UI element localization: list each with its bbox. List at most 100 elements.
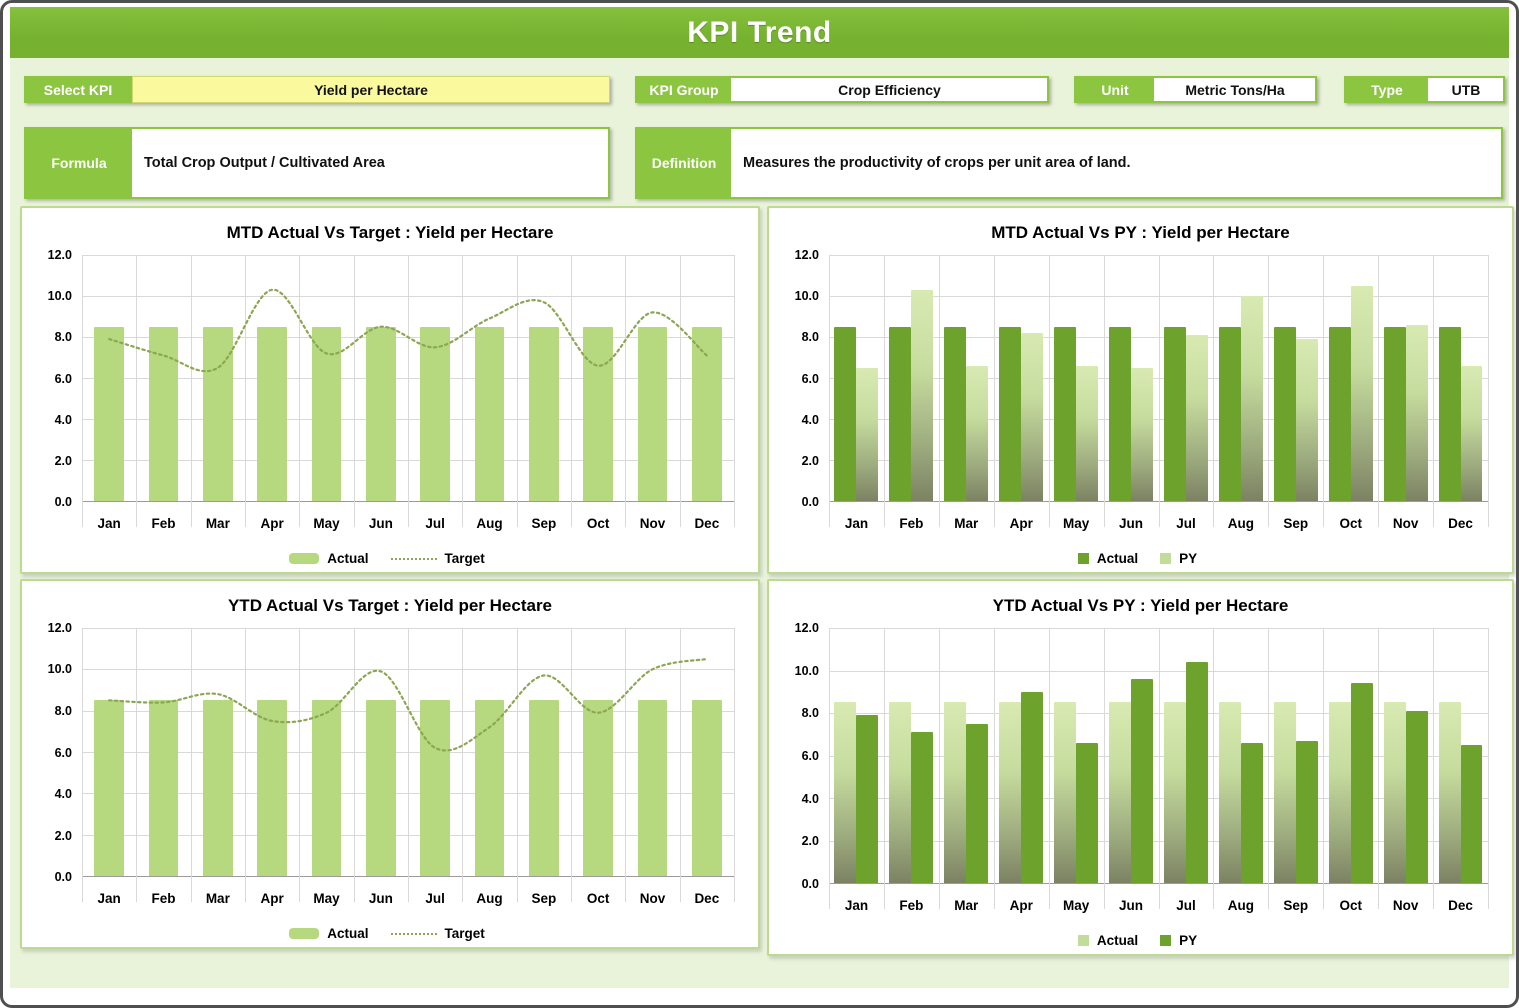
v-gridline	[82, 255, 83, 501]
x-axis-label-nov: Nov	[639, 891, 666, 906]
x-tick	[136, 501, 138, 527]
y-tick-label: 0.0	[54, 870, 72, 884]
x-tick	[1323, 883, 1325, 909]
y-tick-label: 8.0	[801, 706, 819, 721]
v-gridline	[408, 255, 409, 501]
legend-swatch-bar-light	[289, 928, 320, 939]
legend-item-actual: Actual	[289, 926, 369, 941]
x-axis-label-jan: Jan	[97, 891, 121, 906]
y-axis: 0.0 2.0 4.0 6.0 8.0 10.0 12.0	[24, 248, 74, 509]
x-axis-label-mar: Mar	[954, 898, 979, 913]
x-tick	[353, 876, 355, 902]
x-tick	[938, 501, 940, 527]
x-axis-label-feb: Feb	[899, 898, 924, 913]
panel-ytd-actual-vs-target: YTD Actual Vs Target : Yield per Hectare…	[20, 579, 760, 949]
bar-py-may	[1076, 742, 1099, 883]
bar-actual-mar	[202, 700, 233, 876]
x-axis-label-may: May	[1062, 516, 1090, 531]
bar-py-jul	[1185, 662, 1208, 883]
v-gridline	[571, 255, 572, 501]
x-tick	[245, 876, 246, 902]
x-tick	[408, 501, 409, 527]
x-axis-label-jul: Jul	[425, 891, 445, 906]
x-axis-label-jun: Jun	[1119, 898, 1144, 913]
chart-ytd-actual-vs-target: 0.0 2.0 4.0 6.0 8.0 10.0 12.0 Jan Feb Mar Apr May Ju…	[24, 620, 750, 943]
legend-item-py: PY	[1160, 551, 1197, 566]
bar-actual-dec	[1438, 326, 1461, 501]
legend-swatch-line-dotted	[390, 557, 437, 560]
bar-actual-nov	[1383, 702, 1406, 883]
x-tick	[883, 501, 885, 527]
chart-ytd-actual-vs-py: 0.0 2.0 4.0 6.0 8.0 10.0 12.0 Jan Feb Mar Apr May Ju…	[771, 620, 1504, 950]
v-gridline	[1158, 628, 1160, 883]
x-axis-label-jun: Jun	[368, 516, 393, 531]
chart-mtd-actual-vs-py: 0.0 2.0 4.0 6.0 8.0 10.0 12.0 Jan Feb Mar Apr May Ju…	[771, 247, 1504, 568]
bar-actual-feb	[148, 326, 179, 501]
v-gridline	[1323, 628, 1325, 883]
x-tick	[1158, 501, 1160, 527]
y-tick-label: 12.0	[47, 248, 72, 262]
y-tick-label: 0.0	[801, 495, 819, 509]
bar-py-nov	[1405, 324, 1428, 501]
legend-label: Actual	[327, 926, 369, 941]
x-axis-label-feb: Feb	[151, 891, 176, 906]
x-axis-label-nov: Nov	[1392, 516, 1419, 531]
y-tick-label: 6.0	[801, 749, 819, 763]
chart-legend: Actual PY	[771, 933, 1504, 948]
x-tick	[1323, 501, 1325, 527]
x-axis-label-jan: Jan	[844, 898, 869, 913]
v-gridline	[1103, 255, 1105, 501]
x-tick	[679, 501, 681, 527]
bar-py-oct	[1350, 683, 1373, 883]
v-gridline	[1433, 628, 1435, 883]
y-tick-label: 0.0	[54, 495, 72, 509]
bar-py-aug	[1240, 296, 1263, 501]
legend-swatch-bar-dark	[1160, 935, 1172, 946]
v-gridline	[1323, 255, 1325, 501]
v-gridline	[408, 628, 409, 876]
y-tick-label: 8.0	[54, 703, 72, 718]
bar-py-feb	[911, 289, 934, 501]
x-axis-label-oct: Oct	[586, 516, 610, 531]
x-tick	[625, 501, 627, 527]
bar-actual-jun	[1109, 326, 1132, 501]
y-tick-label: 10.0	[794, 289, 819, 304]
x-axis-label-jun: Jun	[1119, 516, 1144, 531]
type-value: UTB	[1431, 80, 1501, 99]
y-axis: 0.0 2.0 4.0 6.0 8.0 10.0 12.0	[771, 621, 821, 891]
x-tick	[245, 501, 246, 527]
bar-actual-feb	[889, 326, 912, 501]
bar-actual-oct	[583, 326, 614, 501]
bar-py-mar	[966, 723, 989, 883]
v-gridline	[1103, 628, 1105, 883]
y-tick-label: 4.0	[801, 412, 819, 427]
legend-label: Target	[444, 551, 485, 566]
kpi-group-label: KPI Group	[637, 78, 731, 101]
bar-py-jul	[1185, 334, 1208, 501]
chart-title-ytd-py: YTD Actual Vs PY : Yield per Hectare	[992, 596, 1289, 615]
x-tick	[1213, 501, 1215, 527]
select-kpi-dropdown[interactable]: Yield per Hectare	[132, 76, 610, 103]
x-tick	[993, 883, 995, 909]
x-tick	[679, 876, 681, 902]
bar-actual-jan	[834, 326, 857, 501]
x-axis-label-may: May	[313, 891, 340, 906]
bar-actual-feb	[889, 702, 912, 883]
target-line	[108, 288, 708, 373]
x-axis-label-sep: Sep	[1283, 898, 1309, 913]
x-tick	[82, 876, 83, 902]
x-axis-label-jan: Jan	[844, 516, 869, 531]
x-tick	[829, 501, 830, 527]
v-gridline	[190, 255, 192, 501]
v-gridline	[1378, 255, 1380, 501]
unit-value: Metric Tons/Ha	[1157, 80, 1313, 99]
x-axis: Jan Feb Mar Apr May Jun Jul Aug Sep Oct Nov Dec	[82, 510, 734, 534]
legend-item-target: Target	[390, 926, 485, 941]
v-gridline	[462, 628, 464, 876]
v-gridline	[1488, 255, 1489, 501]
y-tick-label: 4.0	[801, 791, 819, 806]
select-kpi-control: Select KPI Yield per Hectare	[24, 76, 610, 103]
x-tick	[829, 883, 830, 909]
header-bar: KPI Trend	[10, 7, 1509, 58]
x-axis-label-jul: Jul	[1176, 516, 1196, 531]
